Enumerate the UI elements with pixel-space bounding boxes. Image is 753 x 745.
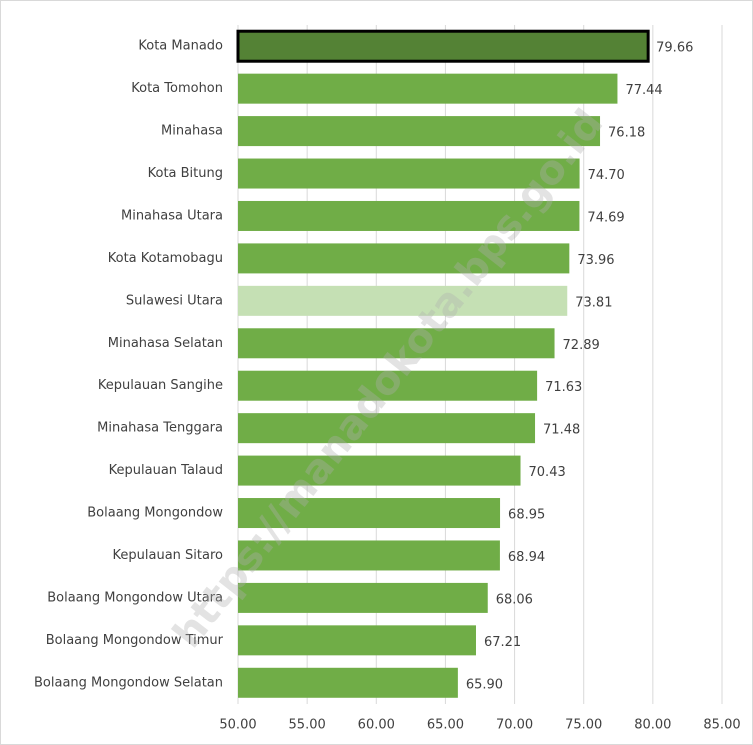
value-label: 70.43 — [529, 465, 566, 480]
x-tick-label: 50.00 — [219, 718, 256, 733]
category-label: Bolaang Mongondow — [87, 506, 223, 521]
bar — [238, 158, 580, 189]
x-tick-label: 80.00 — [634, 718, 671, 733]
category-label: Minahasa Tenggara — [97, 421, 223, 436]
bar — [238, 582, 488, 613]
x-tick-label: 55.00 — [289, 718, 326, 733]
bar — [238, 200, 580, 231]
x-tick-label: 65.00 — [427, 718, 464, 733]
bar — [238, 625, 476, 656]
bar — [238, 498, 501, 529]
value-label: 68.95 — [508, 508, 545, 523]
value-label: 71.63 — [545, 380, 582, 395]
x-tick-label: 60.00 — [358, 718, 395, 733]
bar — [238, 116, 601, 147]
category-label: Bolaang Mongondow Timur — [46, 633, 224, 648]
value-label: 65.90 — [466, 677, 503, 692]
value-label: 76.18 — [608, 126, 645, 141]
value-label: 77.44 — [625, 83, 662, 98]
x-tick-label: 75.00 — [565, 718, 602, 733]
value-label: 73.96 — [577, 253, 614, 268]
value-label: 68.94 — [508, 550, 545, 565]
category-label: Kota Kotamobagu — [108, 251, 223, 266]
value-label: 74.70 — [588, 168, 625, 183]
value-label: 67.21 — [484, 635, 521, 650]
category-label: Kepulauan Sitaro — [113, 548, 224, 563]
category-label: Minahasa Utara — [121, 208, 223, 223]
value-label: 68.06 — [496, 592, 533, 607]
bar — [238, 73, 618, 104]
bar — [238, 328, 555, 359]
value-label: 74.69 — [587, 210, 624, 225]
category-label: Minahasa — [161, 124, 223, 139]
bar — [238, 413, 536, 444]
category-label: Bolaang Mongondow Utara — [47, 590, 223, 605]
category-label: Bolaang Mongondow Selatan — [34, 675, 223, 690]
value-label: 72.89 — [563, 338, 600, 353]
category-label: Kepulauan Talaud — [109, 463, 223, 478]
category-label: Minahasa Selatan — [108, 336, 223, 351]
x-tick-label: 70.00 — [496, 718, 533, 733]
x-tick-label: 85.00 — [703, 718, 740, 733]
category-label: Kota Bitung — [148, 166, 223, 181]
bar — [238, 540, 500, 571]
bar — [238, 370, 538, 401]
category-label: Kota Manado — [138, 39, 223, 54]
value-label: 73.81 — [575, 295, 612, 310]
category-label: Sulawesi Utara — [126, 293, 223, 308]
bar — [238, 667, 458, 698]
bar — [238, 285, 568, 316]
category-label: Kepulauan Sangihe — [98, 378, 223, 393]
bar — [238, 455, 521, 486]
bar — [238, 243, 570, 274]
bars: Kota Manado 79.66 Kota Tomohon 77.44 Minahas… — [34, 29, 693, 698]
category-label: Kota Tomohon — [131, 81, 223, 96]
value-label: 71.48 — [543, 423, 580, 438]
value-label: 79.66 — [656, 41, 693, 56]
bar — [236, 29, 650, 63]
